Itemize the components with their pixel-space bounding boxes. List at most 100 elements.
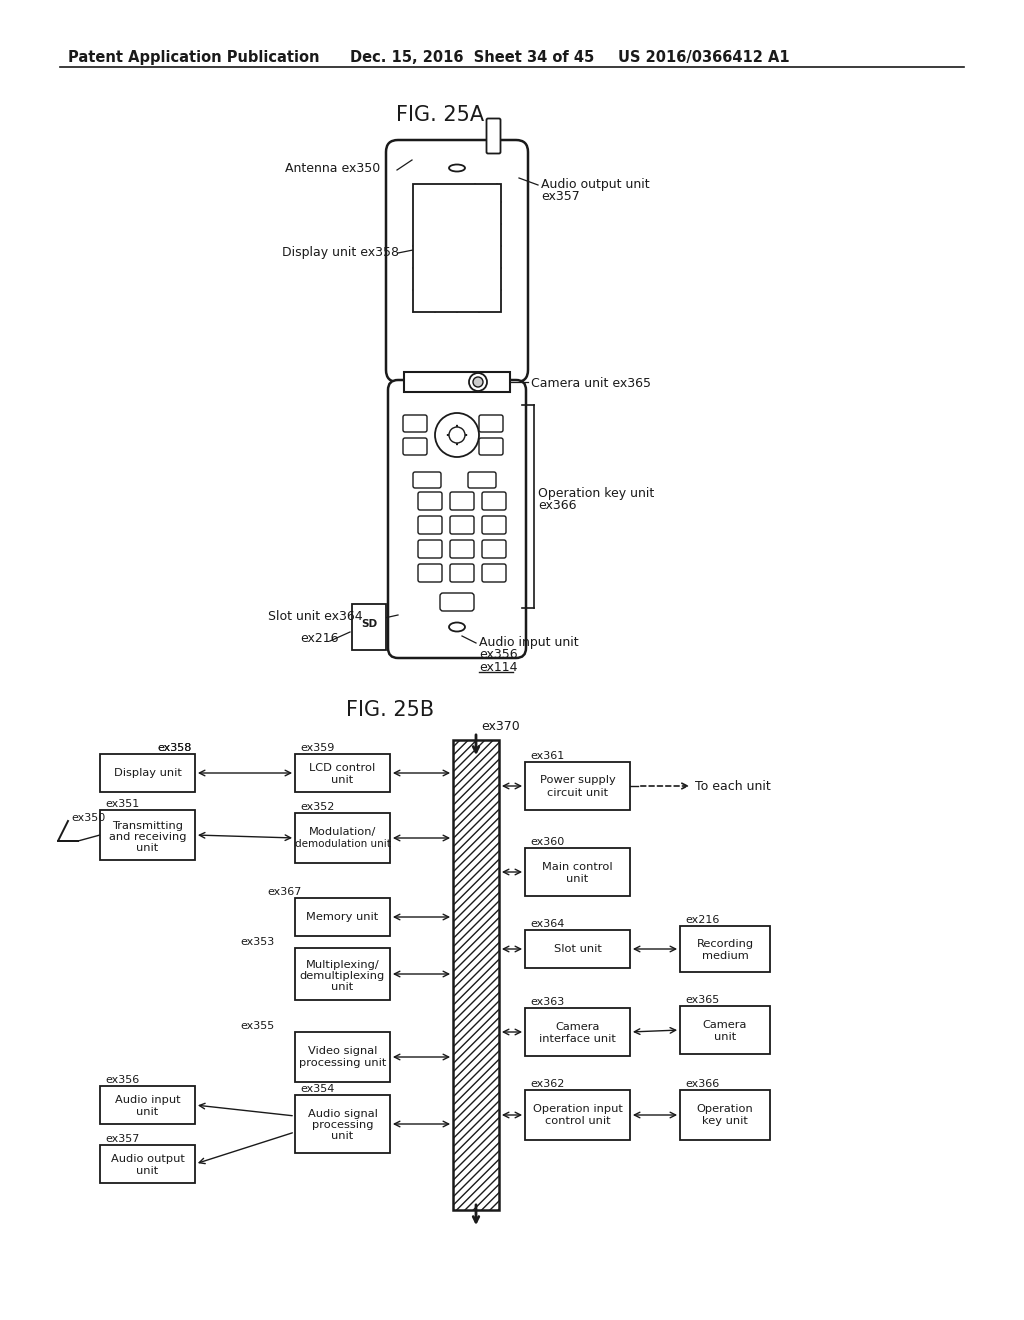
Text: Display unit ex358: Display unit ex358 xyxy=(282,246,399,259)
FancyBboxPatch shape xyxy=(403,438,427,455)
FancyBboxPatch shape xyxy=(486,119,501,153)
Text: processing: processing xyxy=(311,1119,374,1130)
Text: 8: 8 xyxy=(459,544,465,554)
Bar xyxy=(100,810,195,861)
Text: Operation input: Operation input xyxy=(532,1104,623,1114)
Text: ex356: ex356 xyxy=(479,648,517,661)
Bar xyxy=(295,1096,390,1152)
Text: ex350: ex350 xyxy=(71,813,105,822)
Ellipse shape xyxy=(449,623,465,631)
Text: Recording: Recording xyxy=(696,939,754,949)
FancyBboxPatch shape xyxy=(482,492,506,510)
Text: Slot unit ex364: Slot unit ex364 xyxy=(268,610,362,623)
Ellipse shape xyxy=(449,165,465,172)
Text: Audio output unit: Audio output unit xyxy=(541,178,649,191)
Bar xyxy=(680,927,770,972)
Bar xyxy=(100,754,195,792)
Text: 0: 0 xyxy=(459,568,465,578)
FancyBboxPatch shape xyxy=(418,540,442,558)
Text: #: # xyxy=(489,568,498,578)
Text: demodulation unit: demodulation unit xyxy=(295,840,390,849)
FancyBboxPatch shape xyxy=(450,540,474,558)
FancyBboxPatch shape xyxy=(482,564,506,582)
Text: key unit: key unit xyxy=(702,1115,748,1126)
Bar xyxy=(680,1090,770,1140)
Text: To each unit: To each unit xyxy=(695,780,771,793)
Text: ex351: ex351 xyxy=(105,799,139,809)
FancyBboxPatch shape xyxy=(413,473,441,488)
Text: ex366: ex366 xyxy=(685,1078,719,1089)
Text: ex355: ex355 xyxy=(240,1020,274,1031)
Bar xyxy=(295,1032,390,1082)
Bar xyxy=(404,372,510,392)
Text: ex361: ex361 xyxy=(530,751,564,762)
FancyBboxPatch shape xyxy=(403,414,427,432)
FancyBboxPatch shape xyxy=(386,140,528,381)
Text: 5: 5 xyxy=(459,520,465,531)
Circle shape xyxy=(473,378,483,387)
Text: Power supply: Power supply xyxy=(540,775,615,785)
Circle shape xyxy=(435,413,479,457)
Text: Audio output: Audio output xyxy=(111,1154,184,1164)
Text: LCD control: LCD control xyxy=(309,763,376,774)
Bar xyxy=(525,762,630,810)
Text: unit: unit xyxy=(136,843,159,853)
FancyBboxPatch shape xyxy=(450,492,474,510)
FancyBboxPatch shape xyxy=(482,516,506,535)
Text: 1: 1 xyxy=(427,496,433,506)
Bar xyxy=(525,1090,630,1140)
Bar xyxy=(525,931,630,968)
FancyBboxPatch shape xyxy=(468,473,496,488)
Text: ex216: ex216 xyxy=(300,632,339,645)
Text: medium: medium xyxy=(701,950,749,961)
Bar xyxy=(295,813,390,863)
FancyBboxPatch shape xyxy=(479,438,503,455)
Text: Slot unit: Slot unit xyxy=(554,944,601,954)
Text: ex363: ex363 xyxy=(530,997,564,1007)
Bar xyxy=(413,183,501,312)
Text: ex362: ex362 xyxy=(530,1078,564,1089)
FancyBboxPatch shape xyxy=(388,380,526,657)
FancyBboxPatch shape xyxy=(418,564,442,582)
Text: Modulation/: Modulation/ xyxy=(309,828,376,837)
Text: Antenna ex350: Antenna ex350 xyxy=(285,162,380,176)
Text: ex364: ex364 xyxy=(530,919,564,929)
Text: 6: 6 xyxy=(490,520,497,531)
Text: and receiving: and receiving xyxy=(109,832,186,842)
Text: ex357: ex357 xyxy=(105,1134,139,1144)
Text: 7: 7 xyxy=(427,544,433,554)
Text: circuit unit: circuit unit xyxy=(547,788,608,799)
Text: ex365: ex365 xyxy=(685,995,719,1005)
Text: unit: unit xyxy=(566,874,589,884)
Text: ex352: ex352 xyxy=(300,803,335,812)
FancyBboxPatch shape xyxy=(418,516,442,535)
Text: ex354: ex354 xyxy=(300,1084,335,1094)
Bar xyxy=(352,605,386,649)
Text: Camera: Camera xyxy=(702,1020,748,1030)
Text: Dec. 15, 2016  Sheet 34 of 45: Dec. 15, 2016 Sheet 34 of 45 xyxy=(350,50,594,65)
Text: Video signal: Video signal xyxy=(308,1045,377,1056)
Text: FIG. 25B: FIG. 25B xyxy=(346,700,434,719)
Bar xyxy=(295,948,390,1001)
Text: ex367: ex367 xyxy=(267,887,301,898)
FancyBboxPatch shape xyxy=(418,492,442,510)
Text: Memory unit: Memory unit xyxy=(306,912,379,921)
Text: unit: unit xyxy=(332,1131,353,1140)
Text: ex356: ex356 xyxy=(105,1074,139,1085)
Text: unit: unit xyxy=(714,1032,736,1041)
Text: ex366: ex366 xyxy=(538,499,577,512)
Bar xyxy=(100,1144,195,1183)
Circle shape xyxy=(469,374,487,391)
Text: FIG. 25A: FIG. 25A xyxy=(396,106,484,125)
Text: Operation key unit: Operation key unit xyxy=(538,487,654,500)
FancyBboxPatch shape xyxy=(440,593,474,611)
Text: 4: 4 xyxy=(427,520,433,531)
Bar xyxy=(100,1086,195,1125)
Text: Audio input unit: Audio input unit xyxy=(479,636,579,649)
Text: ex114: ex114 xyxy=(479,661,517,675)
Text: SD: SD xyxy=(360,619,377,630)
Text: Display unit: Display unit xyxy=(114,768,181,777)
Bar xyxy=(680,1006,770,1053)
Bar xyxy=(525,847,630,896)
Text: unit: unit xyxy=(136,1107,159,1117)
